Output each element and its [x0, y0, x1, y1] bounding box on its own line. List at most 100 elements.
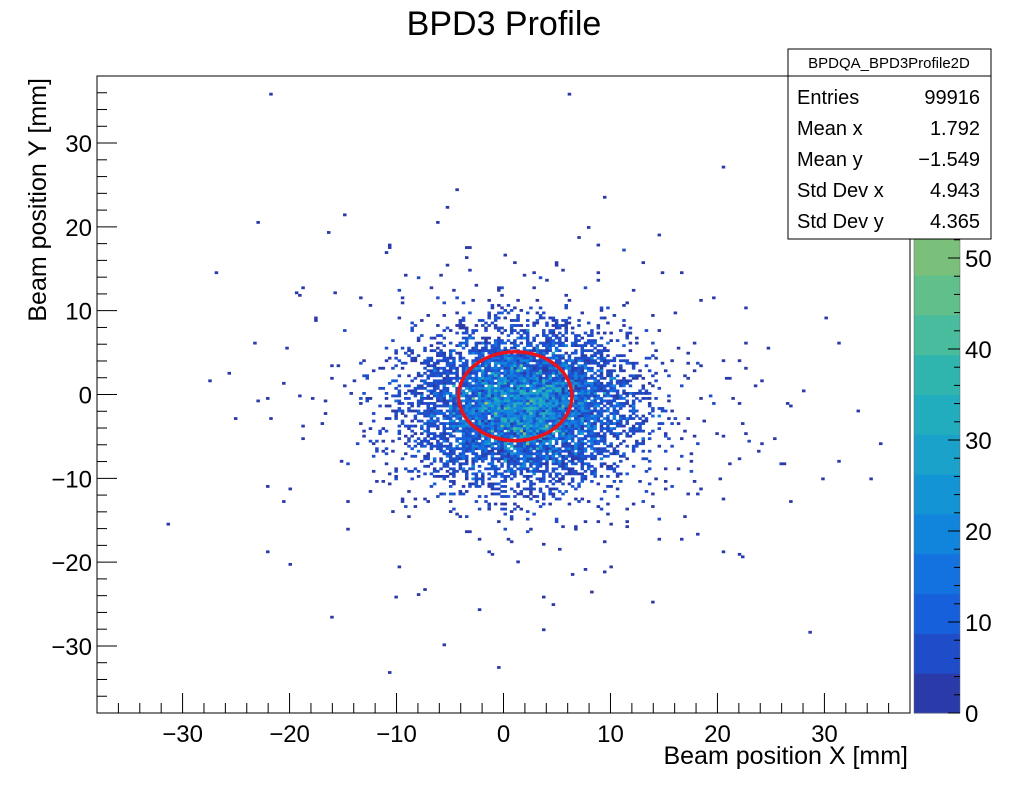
- heatmap-cell: [619, 402, 623, 405]
- heatmap-cell: [420, 391, 424, 395]
- heatmap-cell: [506, 412, 511, 415]
- heatmap-cell: [445, 402, 450, 405]
- heatmap-cell: [609, 384, 613, 388]
- heatmap-cell: [548, 384, 552, 388]
- heatmap-cell: [493, 381, 498, 385]
- stats-row-value: 99916: [924, 87, 980, 109]
- heatmap-cell: [288, 562, 292, 566]
- heatmap-cell: [554, 376, 559, 380]
- heatmap-cell: [599, 412, 604, 415]
- heatmap-cell: [522, 384, 527, 388]
- heatmap-cell: [583, 412, 588, 415]
- heatmap-cell: [500, 356, 504, 360]
- heatmap-cell: [448, 351, 453, 355]
- heatmap-cell: [416, 409, 421, 413]
- heatmap-cell: [464, 457, 469, 461]
- heatmap-cell: [519, 391, 524, 395]
- heatmap-cell: [445, 409, 450, 413]
- heatmap-cell: [696, 492, 700, 496]
- heatmap-cell: [570, 457, 575, 461]
- heatmap-cell: [570, 419, 575, 423]
- heatmap-cell: [590, 386, 594, 390]
- heatmap-cell: [509, 429, 514, 433]
- heatmap-cell: [558, 389, 562, 393]
- heatmap-cell: [452, 429, 456, 433]
- heatmap-cell: [519, 414, 524, 418]
- heatmap-cell: [622, 404, 626, 408]
- heatmap-cell: [715, 432, 719, 436]
- heatmap-cell: [397, 316, 402, 320]
- heatmap-cell: [558, 427, 562, 431]
- heatmap-cell: [606, 349, 610, 353]
- heatmap-cell: [400, 497, 405, 501]
- heatmap-cell: [166, 522, 171, 526]
- heatmap-cell: [542, 422, 546, 425]
- heatmap-cell: [500, 361, 504, 365]
- heatmap-cell: [683, 374, 687, 378]
- heatmap-cell: [602, 437, 607, 441]
- heatmap-cell: [490, 432, 495, 436]
- heatmap-cell: [404, 397, 408, 400]
- heatmap-cell: [516, 457, 520, 461]
- heatmap-cell: [561, 427, 565, 431]
- heatmap-cell: [432, 391, 437, 395]
- heatmap-cell: [519, 457, 524, 461]
- heatmap-cell: [564, 384, 568, 388]
- heatmap-cell: [599, 374, 604, 378]
- heatmap-cell: [615, 434, 620, 438]
- heatmap-cell: [513, 341, 517, 345]
- heatmap-cell: [497, 389, 501, 393]
- heatmap-cell: [432, 422, 437, 425]
- heatmap-cell: [471, 361, 475, 365]
- heatmap-cell: [564, 449, 568, 453]
- heatmap-cell: [580, 366, 585, 370]
- heatmap-cell: [455, 402, 459, 405]
- heatmap-cell: [442, 399, 447, 403]
- heatmap-cell: [564, 409, 568, 413]
- heatmap-cell: [535, 321, 540, 325]
- heatmap-cell: [622, 248, 626, 252]
- heatmap-cell: [663, 432, 668, 436]
- heatmap-cell: [574, 359, 578, 363]
- heatmap-cell: [513, 414, 517, 418]
- heatmap-cell: [567, 366, 572, 370]
- heatmap-cell: [407, 397, 411, 400]
- heatmap-cell: [400, 409, 405, 413]
- heatmap-cell: [423, 472, 427, 476]
- heatmap-cell: [545, 369, 549, 373]
- heatmap-cell: [439, 366, 443, 370]
- heatmap-cell: [577, 399, 581, 403]
- heatmap-cell: [464, 439, 469, 443]
- heatmap-cell: [464, 341, 469, 345]
- heatmap-cell: [651, 409, 655, 413]
- heatmap-cell: [394, 469, 398, 473]
- heatmap-cell: [542, 447, 546, 451]
- heatmap-cell: [439, 474, 443, 478]
- heatmap-cell: [580, 376, 585, 380]
- heatmap-cell: [522, 379, 527, 383]
- heatmap-cell: [407, 349, 411, 353]
- heatmap-cell: [535, 467, 540, 471]
- heatmap-cell: [310, 397, 315, 400]
- heatmap-cell: [625, 520, 629, 524]
- heatmap-cell: [789, 500, 793, 503]
- heatmap-cell: [590, 376, 594, 380]
- heatmap-cell: [590, 427, 594, 431]
- heatmap-cell: [503, 402, 508, 405]
- heatmap-cell: [503, 417, 508, 420]
- heatmap-cell: [468, 434, 472, 438]
- heatmap-cell: [551, 462, 556, 466]
- heatmap-cell: [622, 319, 626, 322]
- heatmap-cell: [497, 492, 501, 496]
- heatmap-cell: [429, 369, 434, 373]
- heatmap-cell: [548, 369, 552, 373]
- heatmap-cell: [583, 409, 588, 413]
- heatmap-cell: [513, 376, 517, 380]
- heatmap-cell: [522, 454, 527, 458]
- heatmap-cell: [516, 397, 520, 400]
- heatmap-cell: [538, 487, 543, 491]
- heatmap-cell: [509, 329, 514, 332]
- heatmap-cell: [535, 427, 540, 431]
- heatmap-cell: [586, 422, 591, 425]
- heatmap-cell: [513, 404, 517, 408]
